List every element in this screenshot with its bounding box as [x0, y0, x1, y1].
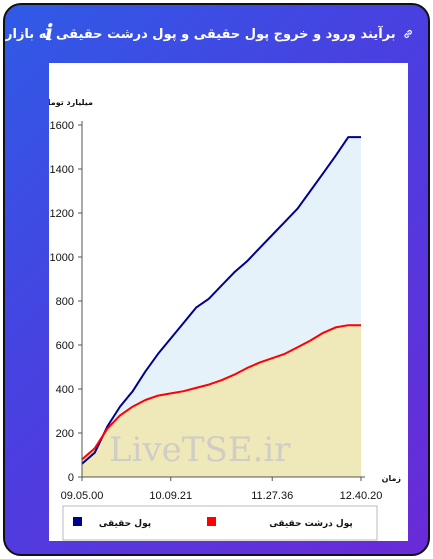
x-tick-label: 09.05.00 [61, 490, 104, 502]
axes: 0 200 400 600 800 1000 1200 1400 1600 09.05.00 10.… [50, 120, 383, 502]
y-tick-label: 200 [56, 428, 74, 440]
legend-label-2[interactable]: پول درشت حقیقی [269, 519, 353, 529]
x-tick-label: 12.40.20 [340, 490, 383, 502]
link-icon[interactable] [402, 25, 414, 43]
card-header: برآیند ورود و خروج پول حقیقی و پول درشت … [5, 5, 428, 63]
series-line-2 [81, 324, 361, 461]
series-lines [81, 136, 361, 465]
legend-box [62, 505, 378, 541]
x-tick-label: 10.09.21 [149, 490, 192, 502]
info-icon[interactable]: i [45, 20, 54, 46]
y-tick-label: 1000 [50, 252, 74, 264]
area-fill-series-2 [82, 325, 361, 477]
watermark: LiveTSE.ir [109, 430, 291, 470]
x-tick-label: 11.27.36 [251, 490, 293, 502]
legend-swatch-2[interactable] [207, 517, 216, 526]
legend: پول حقیقی پول درشت حقیقی [62, 505, 378, 541]
series-line-1 [81, 136, 361, 465]
chart-panel: LiveTSE.ir 0 200 400 600 800 1000 1200 1400 1600… [49, 63, 408, 541]
legend-swatch-1[interactable] [73, 517, 82, 526]
y-tick-label: 0 [68, 472, 74, 484]
y-tick-label: 1400 [50, 164, 74, 176]
area-chart: LiveTSE.ir 0 200 400 600 800 1000 1200 1400 1600… [49, 98, 402, 541]
chart-title: برآیند ورود و خروج پول حقیقی و پول درشت … [5, 26, 396, 42]
y-axis-label: میلیارد تومان [49, 98, 93, 107]
area-fills [82, 137, 361, 477]
x-axis-label: زمان [382, 474, 402, 483]
legend-label-1[interactable]: پول حقیقی [99, 519, 151, 529]
y-tick-label: 1200 [50, 208, 74, 220]
y-tick-label: 600 [56, 340, 74, 352]
y-tick-label: 400 [56, 384, 74, 396]
y-tick-label: 1600 [50, 120, 74, 132]
y-tick-label: 800 [56, 296, 74, 308]
chart-card: برآیند ورود و خروج پول حقیقی و پول درشت … [3, 3, 430, 556]
